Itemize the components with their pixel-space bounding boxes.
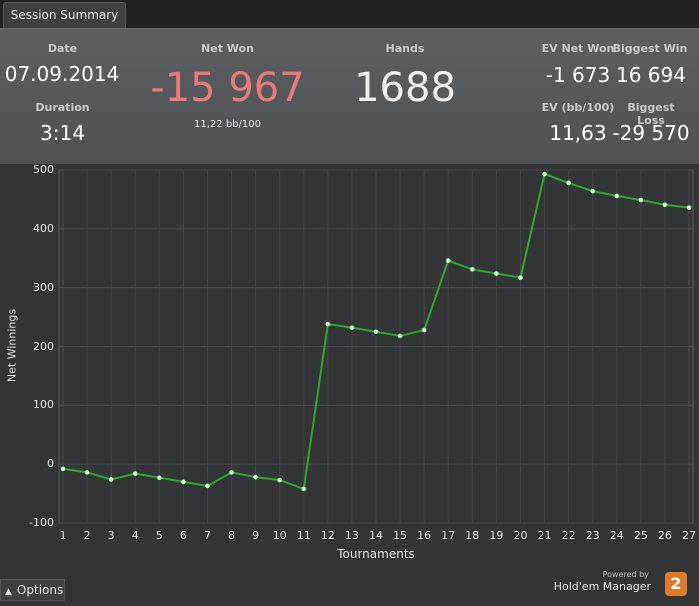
data-point[interactable] (421, 327, 427, 333)
data-point[interactable] (349, 325, 355, 330)
brand-name: Hold'em Manager (553, 580, 651, 593)
data-point[interactable] (662, 202, 668, 208)
x-tick-label: 26 (657, 529, 672, 542)
x-tick-label: 7 (203, 529, 211, 542)
x-tick-label: 22 (561, 529, 576, 542)
data-point[interactable] (445, 258, 451, 263)
x-tick-label: 3 (107, 529, 115, 542)
x-tick-label: 8 (228, 529, 236, 542)
x-tick-label: 11 (296, 529, 311, 542)
net-winnings-chart: -100 0 100 200 300 400 500 1 2 3 4 5 6 7 8 9 10 11 12 13 14… (0, 163, 699, 606)
x-tick-label: 25 (633, 529, 648, 542)
data-point[interactable] (590, 188, 595, 194)
data-point[interactable] (397, 333, 403, 339)
data-point[interactable] (566, 180, 571, 186)
data-point[interactable] (518, 275, 523, 280)
biggest-loss-value: -29 570 (612, 121, 690, 145)
options-button[interactable]: ▲ Options (0, 579, 65, 601)
data-point[interactable] (301, 486, 307, 492)
tab-session-summary[interactable]: Session Summary (3, 2, 126, 28)
data-point[interactable] (373, 329, 379, 335)
net-won-bb100: 11,22 bb/100 (194, 119, 261, 130)
x-tick-label: 4 (131, 529, 139, 542)
duration-label: Duration (35, 101, 90, 114)
data-point[interactable] (60, 466, 66, 472)
data-point[interactable] (253, 474, 258, 480)
x-tick-label: 21 (537, 529, 552, 542)
data-point[interactable] (157, 475, 162, 480)
x-tick-label: 5 (155, 529, 163, 542)
x-tick-label: 23 (585, 529, 600, 542)
y-tick-label: 0 (47, 457, 54, 471)
x-tick-label: 20 (513, 529, 528, 542)
data-point[interactable] (470, 267, 475, 272)
x-tick-label: 10 (272, 529, 287, 542)
ev-bb100-value: 11,63 (549, 121, 607, 145)
x-tick-label: 15 (393, 529, 408, 542)
x-tick-label: 13 (344, 529, 359, 542)
data-point[interactable] (277, 477, 282, 483)
powered-by-text: Powered by (602, 570, 649, 579)
data-point[interactable] (132, 471, 138, 476)
biggest-win-label: Biggest Win (612, 42, 688, 55)
data-point[interactable] (84, 470, 90, 475)
x-axis-title: Tournaments (337, 547, 415, 561)
x-tick-label: 19 (489, 529, 504, 542)
data-point[interactable] (542, 171, 547, 177)
x-tick-label: 14 (369, 529, 383, 542)
y-tick-label: 300 (33, 280, 54, 294)
data-point[interactable] (614, 193, 620, 199)
chevron-up-icon: ▲ (5, 587, 12, 597)
options-label: Options (16, 583, 64, 597)
y-tick-label: 200 (33, 339, 54, 353)
date-label: Date (47, 42, 78, 55)
duration-value: 3:14 (40, 121, 85, 145)
x-tick-label: 2 (83, 529, 91, 542)
ev-net-won-label: EV Net Won (541, 42, 615, 55)
brand-badge-icon: 2 (665, 572, 687, 596)
data-point[interactable] (108, 477, 114, 482)
holdem-manager-logo: Powered by Hold'em Manager 2 (547, 569, 687, 599)
date-value: 07.09.2014 (4, 62, 120, 86)
x-tick-label: 1 (59, 529, 67, 542)
y-tick-label: 400 (33, 221, 54, 235)
x-tick-label: 27 (682, 529, 696, 542)
net-won-label: Net Won (201, 42, 254, 55)
biggest-win-value: 16 694 (616, 63, 686, 87)
net-won-value: -15 967 (150, 65, 305, 111)
data-point[interactable] (181, 479, 186, 485)
ev-net-won-value: -1 673 (545, 63, 611, 87)
y-tick-label: -100 (29, 516, 54, 529)
hands-label: Hands (385, 42, 425, 55)
data-point[interactable] (229, 470, 234, 475)
x-tick-label: 6 (179, 529, 187, 542)
x-tick-label: 24 (609, 529, 624, 542)
data-point[interactable] (638, 197, 644, 203)
y-tick-label: 500 (33, 163, 54, 176)
tab-bar: Session Summary (0, 0, 699, 28)
biggest-loss-label: Biggest Loss (627, 101, 675, 127)
x-tick-label: 17 (441, 529, 456, 542)
x-tick-label: 9 (252, 529, 260, 542)
hands-value: 1688 (354, 65, 456, 111)
y-axis-title: Net Winnings (5, 308, 19, 383)
data-point[interactable] (494, 271, 499, 276)
x-tick-label: 12 (320, 529, 335, 542)
ev-bb100-label: EV (bb/100) (541, 101, 615, 114)
data-point[interactable] (205, 483, 210, 489)
session-summary-panel: Date 07.09.2014 Duration 3:14 Net Won -1… (0, 28, 699, 165)
y-tick-label: 100 (33, 398, 54, 412)
x-tick-label: 18 (465, 529, 480, 542)
x-tick-label: 16 (417, 529, 432, 542)
data-point[interactable] (325, 321, 331, 327)
data-point[interactable] (686, 205, 692, 210)
chart-svg (58, 169, 694, 524)
